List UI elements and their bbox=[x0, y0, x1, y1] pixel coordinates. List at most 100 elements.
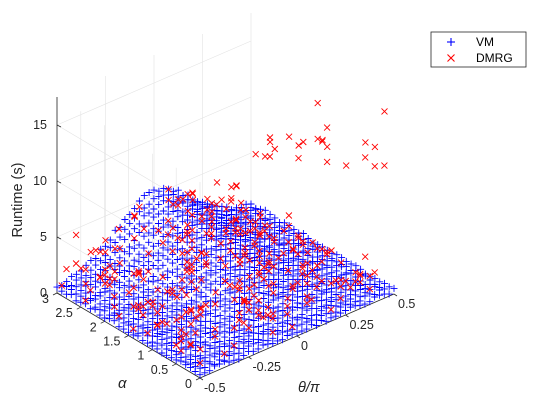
dmrg-data-point bbox=[139, 311, 147, 319]
z-tick-label: 15 bbox=[33, 118, 47, 132]
dmrg-data-point bbox=[342, 277, 350, 285]
dmrg-data-point bbox=[196, 345, 204, 353]
dmrg-data-point bbox=[140, 225, 148, 233]
vm-data-point bbox=[254, 329, 262, 337]
vm-data-point bbox=[188, 286, 196, 293]
dmrg-data-point bbox=[208, 213, 215, 220]
dmrg-data-point bbox=[270, 263, 277, 270]
vm-data-point bbox=[221, 287, 229, 295]
vm-data-point bbox=[169, 242, 177, 250]
vm-data-point bbox=[87, 280, 95, 288]
dmrg-data-point bbox=[294, 232, 302, 240]
dmrg-data-point bbox=[154, 286, 162, 293]
vm-data-point bbox=[150, 205, 158, 213]
vm-data-point bbox=[91, 305, 99, 313]
vm-data-point bbox=[293, 316, 301, 324]
y-axis-tick bbox=[148, 349, 153, 353]
vm-data-point bbox=[211, 306, 219, 314]
vm-data-point bbox=[202, 298, 210, 306]
vm-data-point bbox=[351, 302, 359, 310]
vm-data-point bbox=[250, 285, 258, 293]
dmrg-data-point bbox=[164, 288, 171, 295]
dmrg-data-point bbox=[313, 283, 321, 291]
vm-data-point bbox=[226, 317, 234, 325]
dmrg-data-point bbox=[289, 285, 297, 293]
vm-data-point bbox=[217, 266, 225, 273]
dmrg-data-point bbox=[256, 209, 264, 217]
vm-data-point bbox=[58, 287, 66, 295]
vm-data-point bbox=[154, 285, 162, 293]
vm-data-point bbox=[197, 327, 205, 335]
vm-data-point bbox=[97, 266, 104, 274]
vm-data-point bbox=[134, 316, 142, 324]
vm-data-point bbox=[366, 298, 374, 306]
vm-data-point bbox=[212, 246, 220, 254]
vm-data-point bbox=[298, 327, 306, 335]
vm-data-point bbox=[294, 293, 301, 301]
dmrg-data-point bbox=[250, 292, 258, 299]
dmrg-data-point bbox=[318, 138, 326, 145]
dmrg-data-point bbox=[362, 139, 369, 146]
dmrg-data-point bbox=[308, 296, 315, 303]
vm-data-point bbox=[140, 212, 148, 220]
legend-box bbox=[430, 31, 527, 68]
dmrg-data-point bbox=[289, 246, 297, 254]
vm-data-point bbox=[279, 278, 287, 285]
dmrg-data-point bbox=[178, 249, 186, 257]
vm-data-point bbox=[361, 292, 369, 300]
dmrg-data-point bbox=[294, 279, 301, 287]
vm-data-point bbox=[120, 289, 128, 297]
vm-data-point bbox=[192, 325, 200, 333]
vm-data-point bbox=[275, 269, 283, 277]
dmrg-data-point bbox=[131, 213, 138, 221]
vm-data-point bbox=[154, 293, 162, 301]
dmrg-data-point bbox=[82, 297, 89, 304]
vm-data-point bbox=[215, 360, 223, 368]
vm-data-point bbox=[328, 257, 336, 265]
vm-data-point bbox=[92, 283, 99, 291]
vm-data-point bbox=[231, 273, 239, 280]
dmrg-data-point bbox=[303, 272, 311, 280]
vm-data-point bbox=[134, 332, 142, 340]
legend-vm-marker bbox=[447, 38, 455, 46]
dmrg-data-point bbox=[163, 320, 171, 328]
vm-data-point bbox=[160, 184, 168, 192]
vm-data-point bbox=[322, 317, 330, 325]
vm-data-point bbox=[299, 249, 307, 257]
dmrg-data-point bbox=[261, 153, 269, 160]
vm-data-point bbox=[390, 284, 398, 292]
dmrg-data-point bbox=[196, 359, 204, 367]
vm-data-point bbox=[150, 225, 158, 233]
dmrg-data-point bbox=[303, 293, 311, 300]
vm-data-point bbox=[121, 248, 129, 256]
vm-data-point bbox=[120, 296, 128, 303]
vm-data-point bbox=[313, 304, 321, 312]
x-axis-tick bbox=[296, 335, 301, 339]
dmrg-data-point bbox=[285, 238, 292, 246]
x-axis-tick bbox=[199, 377, 204, 381]
dmrg-data-point bbox=[169, 201, 177, 208]
dmrg-data-point bbox=[130, 234, 138, 242]
dmrg-data-point bbox=[245, 306, 253, 314]
vm-data-point bbox=[173, 323, 181, 331]
dmrg-data-point bbox=[237, 199, 245, 207]
dmrg-data-point bbox=[236, 277, 244, 285]
dmrg-data-point bbox=[202, 259, 210, 266]
vm-data-point bbox=[106, 293, 114, 301]
vm-data-point bbox=[154, 239, 162, 247]
x-tick-label: -0.5 bbox=[204, 381, 226, 395]
vm-data-point bbox=[198, 254, 205, 262]
dmrg-data-point bbox=[130, 284, 138, 292]
vm-data-point bbox=[196, 371, 204, 379]
vm-data-point bbox=[193, 267, 201, 274]
dmrg-data-point bbox=[154, 309, 161, 316]
points-layer bbox=[53, 99, 398, 379]
dmrg-data-point bbox=[304, 259, 311, 267]
vm-data-point bbox=[289, 296, 297, 304]
vm-data-point bbox=[145, 189, 153, 196]
vm-data-point bbox=[366, 290, 374, 298]
vm-data-point bbox=[230, 334, 238, 342]
dmrg-data-point bbox=[177, 326, 185, 334]
dmrg-data-point bbox=[211, 333, 219, 340]
dmrg-data-point bbox=[366, 285, 374, 293]
